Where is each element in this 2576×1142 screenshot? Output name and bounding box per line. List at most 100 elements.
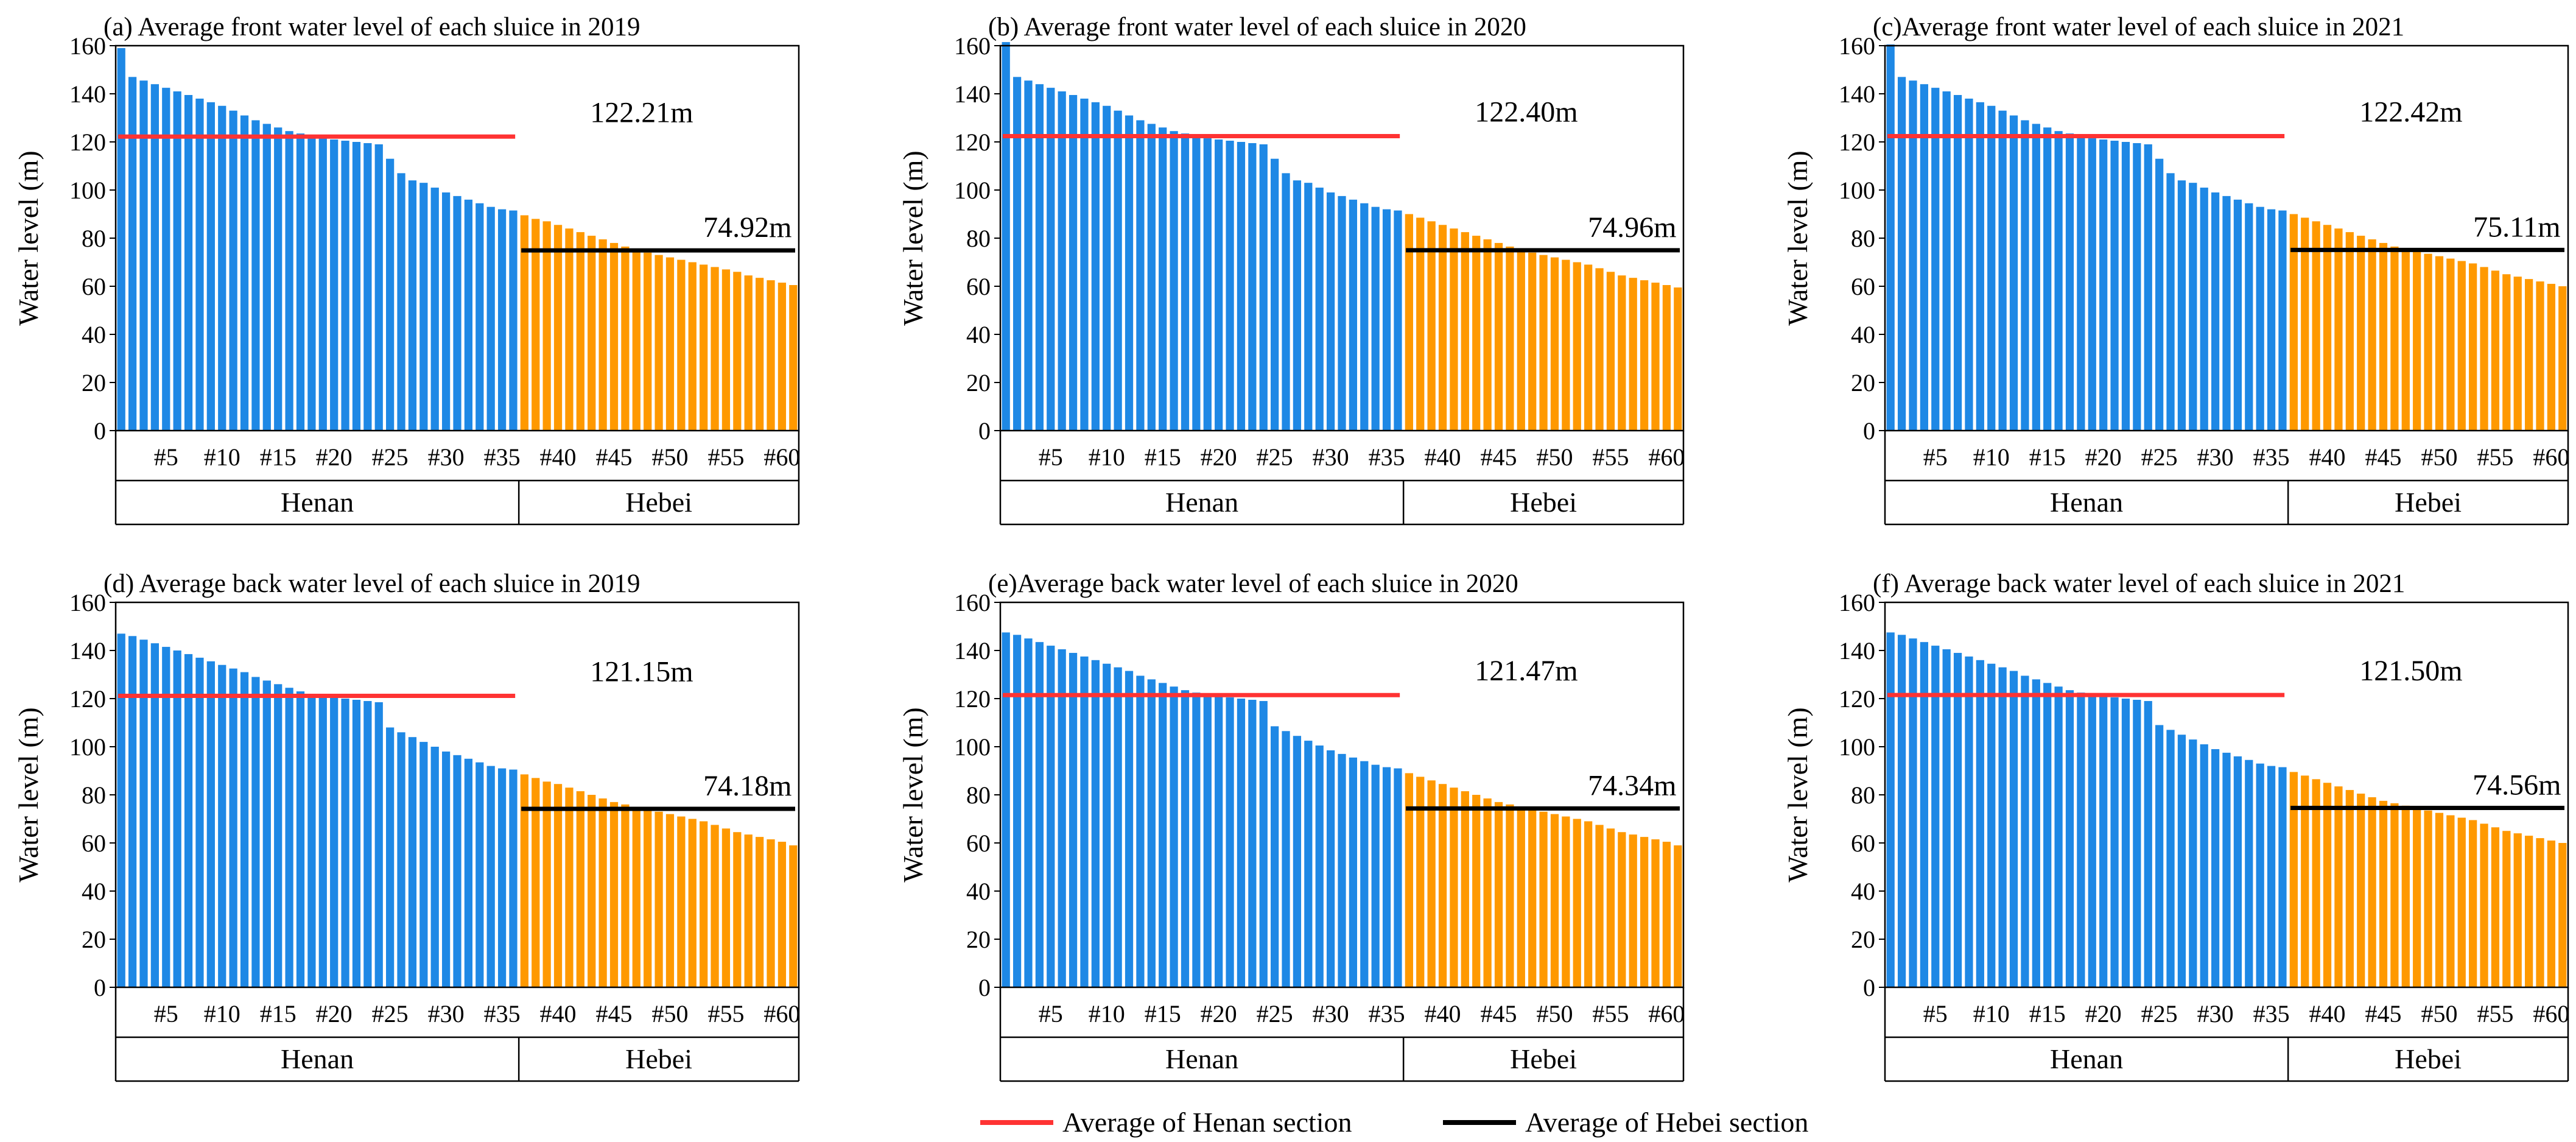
bar-henan-13	[1136, 120, 1145, 431]
bar-hebei-57	[744, 275, 753, 431]
chart-title: (a) Average front water level of each sl…	[104, 13, 640, 41]
bar-henan-10	[218, 664, 226, 987]
bar-henan-26	[397, 732, 405, 987]
plot-frame	[1884, 601, 2569, 989]
bar-henan-17	[1181, 133, 1190, 431]
y-tick-label: 60	[966, 830, 991, 857]
y-tick-label: 100	[954, 733, 991, 761]
bar-henan-12	[240, 672, 249, 987]
bar-henan-17	[2065, 690, 2074, 987]
y-axis-label: Water level (m)	[13, 150, 44, 325]
x-tick-label: #25	[372, 1000, 409, 1027]
x-tick-label: #10	[1089, 443, 1125, 471]
bar-henan-24	[374, 144, 383, 431]
bar-hebei-53	[700, 821, 708, 987]
hebei-average-label: 74.92m	[703, 211, 791, 244]
y-tick-label: 40	[82, 878, 106, 905]
bar-hebei-37	[2289, 772, 2298, 987]
x-tick-label: #30	[428, 443, 465, 471]
plot-frame	[999, 44, 1685, 432]
y-axis-label: Water level (m)	[897, 150, 928, 325]
y-tick-label: 120	[954, 129, 991, 156]
bar-hebei-47	[632, 250, 640, 431]
bar-henan-22	[352, 142, 361, 431]
x-tick-label: #55	[2477, 1000, 2513, 1027]
bar-henan-28	[2189, 739, 2197, 987]
x-tick-label: #10	[204, 1000, 240, 1027]
y-tick-label: 140	[69, 637, 106, 664]
x-tick-label: #15	[260, 443, 297, 471]
x-tick-label: #25	[1257, 1000, 1293, 1027]
bar-hebei-60	[777, 283, 787, 431]
bar-hebei-50	[1550, 257, 1559, 431]
bar-hebei-58	[756, 278, 764, 431]
x-tick-label: #35	[2253, 443, 2290, 471]
x-tick-label: #55	[1592, 443, 1629, 471]
bar-hebei-41	[565, 788, 574, 987]
bar-henan-15	[1159, 127, 1167, 431]
bar-hebei-37	[520, 774, 528, 987]
bar-henan-6	[1942, 649, 1951, 987]
bar-hebei-40	[553, 784, 563, 987]
bar-hebei-60	[2547, 284, 2556, 431]
bar-henan-3	[1024, 638, 1033, 987]
bar-henan-31	[453, 755, 462, 987]
region-label-hebei: Hebei	[625, 487, 692, 518]
bar-hebei-37	[520, 215, 528, 431]
x-tick-label: #45	[2365, 1000, 2402, 1027]
y-tick-label: 120	[1839, 129, 1875, 156]
y-tick-label: 0	[978, 974, 991, 1001]
y-tick-label: 20	[966, 926, 991, 953]
y-tick-label: 120	[69, 685, 106, 713]
bar-henan-11	[1998, 110, 2007, 431]
bar-henan-27	[2177, 735, 2186, 987]
bar-henan-28	[419, 183, 428, 431]
bar-henan-12	[240, 115, 249, 431]
bar-henan-19	[1203, 138, 1212, 431]
legend-henan-label: Average of Henan section	[1062, 1107, 1352, 1138]
bar-henan-4	[150, 84, 159, 431]
bar-hebei-42	[2345, 790, 2354, 987]
x-tick-label: #45	[1481, 443, 1517, 471]
henan-average-label: 122.42m	[2359, 96, 2462, 128]
bar-hebei-49	[1539, 811, 1548, 987]
x-tick-label: #10	[1973, 443, 2010, 471]
bar-hebei-47	[2401, 248, 2410, 431]
bar-hebei-43	[2357, 236, 2365, 431]
y-tick-label: 0	[1863, 974, 1875, 1001]
bar-henan-15	[2043, 127, 2052, 431]
bar-henan-10	[1987, 105, 1996, 431]
plot-frame	[999, 601, 1685, 989]
bar-henan-5	[162, 647, 170, 987]
bar-henan-23	[2133, 699, 2141, 987]
bar-hebei-59	[767, 839, 775, 987]
chart-title: (f) Average back water level of each slu…	[1873, 569, 2405, 598]
x-tick-label: #10	[204, 443, 240, 471]
bar-henan-30	[1326, 192, 1335, 431]
bar-henan-34	[486, 766, 495, 987]
hebei-average-label: 74.96m	[1588, 211, 1676, 244]
bar-henan-3	[1909, 80, 1917, 431]
bar-hebei-48	[644, 252, 652, 431]
y-tick-label: 60	[1851, 273, 1875, 300]
bar-hebei-41	[1450, 788, 1458, 987]
x-tick-label: #60	[1648, 1000, 1685, 1027]
bar-henan-4	[1920, 642, 1928, 987]
bar-henan-27	[2177, 180, 2186, 431]
bar-hebei-49	[655, 255, 663, 431]
bar-henan-14	[262, 680, 271, 987]
x-tick-label: #20	[316, 1000, 353, 1027]
bar-henan-8	[1965, 656, 1973, 987]
bar-hebei-44	[598, 239, 607, 431]
bar-henan-16	[285, 131, 293, 431]
bar-hebei-56	[2502, 274, 2511, 431]
bar-hebei-42	[576, 232, 584, 431]
bar-hebei-57	[2513, 833, 2522, 987]
bar-henan-23	[363, 143, 372, 431]
x-tick-label: #30	[2197, 443, 2234, 471]
bar-henan-16	[2054, 131, 2063, 431]
bar-henan-27	[408, 180, 417, 431]
bar-henan-4	[1920, 84, 1928, 431]
bar-henan-14	[2032, 679, 2040, 987]
bar-henan-11	[1114, 667, 1122, 987]
